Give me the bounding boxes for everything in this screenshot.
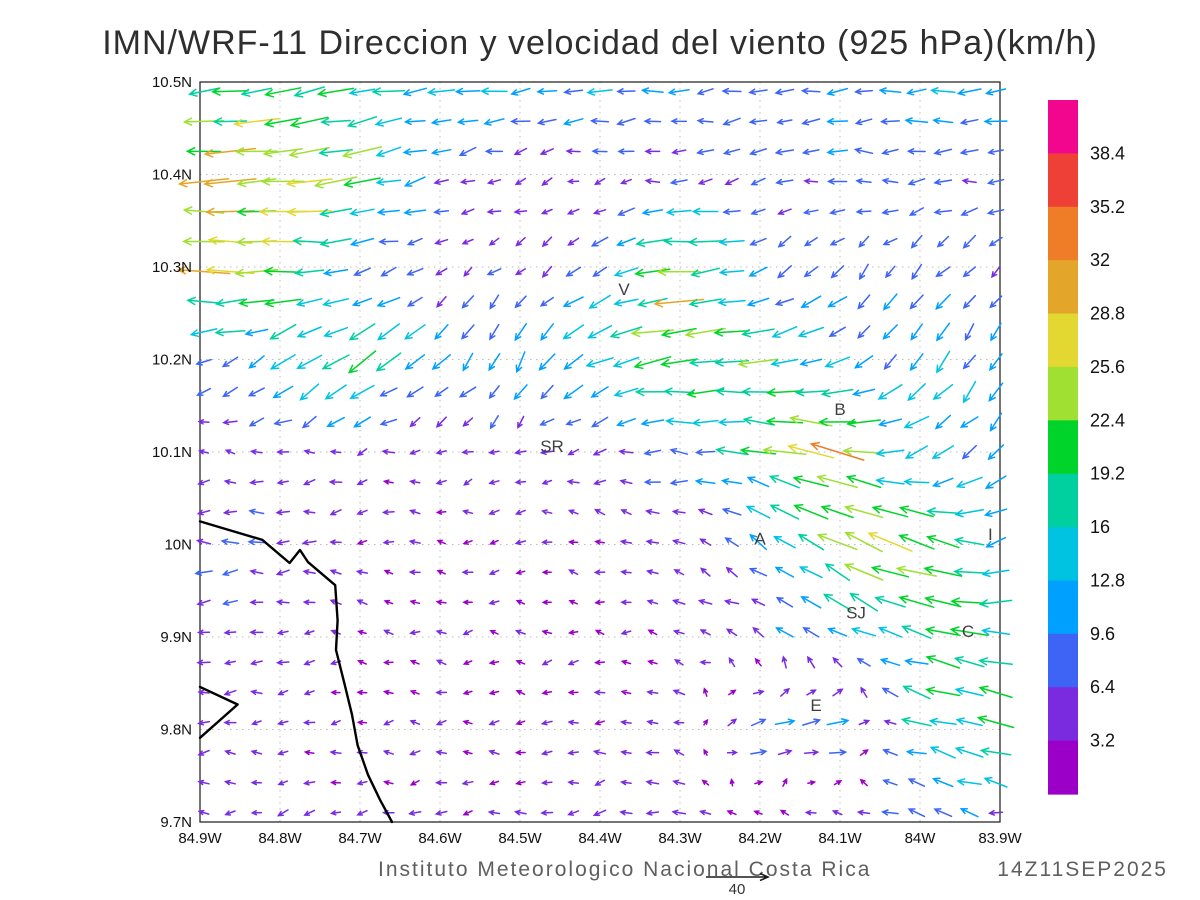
colorbar-label: 28.8 (1090, 304, 1125, 324)
colorbar-segment (1048, 260, 1078, 315)
city-label-i: I (988, 525, 993, 544)
colorbar-label: 25.6 (1090, 357, 1125, 377)
x-tick-label: 84.8W (258, 830, 302, 847)
y-tick-label: 10.1N (152, 444, 192, 461)
city-label-sr: SR (540, 437, 564, 456)
x-tick-label: 83.9W (978, 830, 1022, 847)
colorbar: 38.4 35.2 32 28.8 25.6 22.4 19.2 16 12.8 9.6 6.4 3.… (1048, 100, 1125, 795)
colorbar-label: 32 (1090, 250, 1110, 270)
colorbar-segment (1048, 527, 1078, 582)
colorbar-segment (1048, 420, 1078, 475)
x-tick-label: 84.2W (738, 830, 782, 847)
run-timestamp: 14Z11SEP2025 (997, 858, 1168, 881)
colorbar-label: 16 (1090, 517, 1110, 537)
x-tick-label: 84.3W (658, 830, 702, 847)
colorbar-label: 9.6 (1090, 624, 1115, 644)
colorbar-label: 38.4 (1090, 143, 1125, 163)
city-label-e: E (810, 696, 821, 715)
city-label-c: C (962, 622, 974, 641)
y-tick-label: 9.7N (160, 814, 192, 831)
y-tick-label: 9.8N (160, 722, 192, 739)
x-tick-label: 84.5W (498, 830, 542, 847)
city-label-b: B (834, 400, 845, 419)
coastline (198, 520, 394, 824)
x-tick-label: 84W (905, 830, 937, 847)
reference-vector-label: 40 (729, 881, 746, 898)
x-tick-label: 84.1W (818, 830, 862, 847)
x-tick-label: 84.4W (578, 830, 622, 847)
colorbar-label: 12.8 (1090, 571, 1125, 591)
city-label-a: A (754, 530, 766, 549)
x-axis-labels: 84.9W 84.8W 84.7W 84.6W 84.5W 84.4W 84.3W 84.2W… (178, 830, 1022, 847)
y-tick-label: 10.2N (152, 352, 192, 369)
y-tick-label: 9.9N (160, 629, 192, 646)
wind-vectors (176, 86, 1015, 818)
y-tick-label: 10.3N (152, 259, 192, 276)
x-tick-label: 84.9W (178, 830, 222, 847)
colorbar-segment (1048, 740, 1078, 795)
colorbar-segment (1048, 366, 1078, 421)
colorbar-segment (1048, 100, 1078, 154)
institute-caption: Instituto Meteorologico Nacional Costa R… (378, 858, 871, 881)
colorbar-segment (1048, 153, 1078, 208)
y-tick-label: 10.4N (152, 167, 192, 184)
city-label-sj: SJ (846, 604, 866, 623)
colorbar-segment (1048, 313, 1078, 368)
reference-vector-arrow (706, 872, 770, 882)
coastline-peninsula (198, 685, 239, 739)
colorbar-label: 19.2 (1090, 464, 1125, 484)
colorbar-segment (1048, 580, 1078, 635)
y-axis-labels: 10.5N 10.4N 10.3N 10.2N 10.1N 10N 9.9N 9.8N 9.7N (152, 74, 192, 831)
x-tick-label: 84.7W (338, 830, 382, 847)
figure-title: IMN/WRF-11 Direccion y velocidad del vie… (102, 24, 1098, 62)
colorbar-segment (1048, 687, 1078, 742)
city-label-v: V (618, 280, 630, 299)
colorbar-label: 6.4 (1090, 677, 1115, 697)
y-tick-label: 10.5N (152, 74, 192, 91)
city-labels: V B SR A SJ C E I (540, 280, 993, 715)
colorbar-segment (1048, 633, 1078, 688)
x-tick-label: 84.6W (418, 830, 462, 847)
coastline-main (198, 520, 394, 824)
colorbar-segment (1048, 206, 1078, 261)
colorbar-label: 35.2 (1090, 197, 1125, 217)
y-tick-label: 10N (164, 537, 192, 554)
colorbar-label: 3.2 (1090, 731, 1115, 751)
colorbar-label: 22.4 (1090, 410, 1125, 430)
reference-vector: 40 (706, 872, 770, 898)
colorbar-segment (1048, 473, 1078, 528)
